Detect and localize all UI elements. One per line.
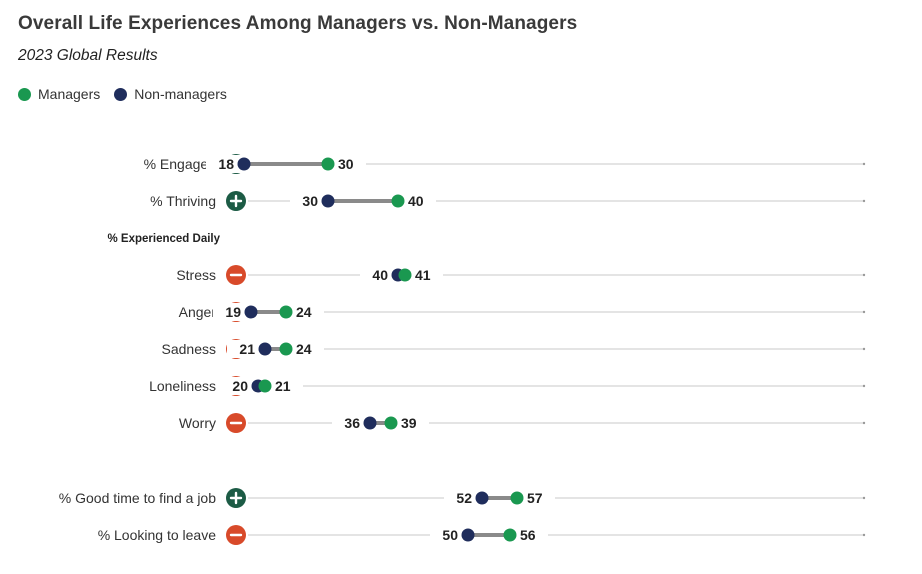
legend-item-managers: Managers — [18, 86, 100, 102]
dot-non-managers — [363, 416, 377, 430]
legend: Managers Non-managers — [18, 86, 241, 102]
row-baseline-end — [862, 310, 866, 314]
value-label-non-managers: 40 — [372, 267, 388, 283]
row-baseline-end — [862, 347, 866, 351]
dot-managers — [510, 491, 524, 505]
value-label-non-managers: 36 — [344, 415, 360, 431]
value-label-non-managers: 18 — [218, 156, 234, 172]
value-label-managers: 30 — [338, 156, 354, 172]
row-label-stress: Stress — [176, 267, 216, 283]
value-label-managers: 24 — [296, 304, 312, 320]
value-label-managers: 56 — [520, 527, 536, 543]
row-baseline-end — [862, 384, 866, 388]
row-label-anger: Anger — [179, 304, 217, 320]
row-baseline-end — [862, 199, 866, 203]
dot-non-managers — [258, 342, 272, 356]
row-label-good-time-to-find-a-job: % Good time to find a job — [59, 490, 216, 506]
row-baseline-end — [862, 421, 866, 425]
dot-managers — [391, 194, 405, 208]
row-label-thriving: % Thriving — [150, 193, 216, 209]
dot-non-managers — [475, 491, 489, 505]
legend-label-managers: Managers — [38, 86, 101, 102]
value-label-managers: 40 — [408, 193, 424, 209]
chart-title: Overall Life Experiences Among Managers … — [18, 13, 578, 34]
row-label-loneliness: Loneliness — [149, 378, 216, 394]
dot-managers — [279, 305, 293, 319]
legend-dot-non-managers — [114, 87, 128, 101]
value-label-managers: 39 — [401, 415, 417, 431]
dot-managers — [398, 268, 412, 282]
value-label-non-managers: 52 — [456, 490, 472, 506]
dot-managers — [258, 379, 272, 393]
legend-item-non-managers: Non-managers — [114, 86, 227, 102]
row-baseline-end — [862, 533, 866, 537]
legend-dot-managers — [18, 87, 31, 101]
row-baseline-end — [862, 273, 866, 277]
dot-managers — [279, 342, 293, 356]
chart-subtitle: 2023 Global Results — [18, 47, 158, 64]
dot-managers — [321, 157, 335, 171]
value-label-non-managers: 21 — [239, 341, 255, 357]
dot-non-managers — [461, 528, 475, 542]
row-baseline-end — [862, 496, 866, 500]
value-label-non-managers: 20 — [232, 378, 248, 394]
value-label-managers: 21 — [275, 378, 291, 394]
row-label-engaged: % Engaged — [144, 156, 216, 172]
legend-label-non-managers: Non-managers — [134, 86, 227, 102]
row-label-worry: Worry — [179, 415, 216, 431]
value-label-non-managers: 50 — [442, 527, 458, 543]
row-label-looking-to-leave: % Looking to leave — [98, 527, 217, 543]
dot-non-managers — [237, 157, 251, 171]
value-label-non-managers: 19 — [225, 304, 241, 320]
row-baseline-end — [862, 162, 866, 166]
dot-managers — [503, 528, 517, 542]
dot-managers — [384, 416, 398, 430]
dot-non-managers — [244, 305, 258, 319]
value-label-managers: 57 — [527, 490, 543, 506]
value-label-non-managers: 30 — [302, 193, 318, 209]
value-label-managers: 24 — [296, 341, 312, 357]
dot-non-managers — [321, 194, 335, 208]
section-header-label: % Experienced Daily — [108, 233, 221, 245]
row-label-sadness: Sadness — [162, 341, 216, 357]
value-label-managers: 41 — [415, 267, 431, 283]
